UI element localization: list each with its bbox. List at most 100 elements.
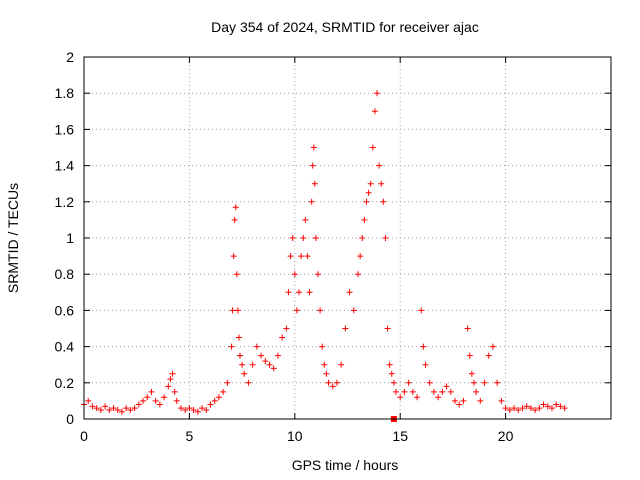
data-point	[167, 376, 174, 383]
data-point	[382, 235, 389, 241]
data-point	[302, 216, 309, 223]
data-point	[515, 406, 522, 413]
data-point	[241, 370, 248, 377]
data-point	[523, 403, 530, 410]
x-tick-label: 10	[287, 428, 303, 444]
data-point	[414, 394, 421, 401]
data-point	[430, 388, 437, 395]
data-point	[374, 90, 381, 97]
x-axis-label: GPS time / hours	[292, 457, 399, 473]
data-point	[426, 379, 433, 386]
data-point	[270, 365, 277, 372]
data-point	[258, 352, 265, 359]
y-tick-label: 1.6	[55, 121, 75, 137]
data-point	[312, 235, 319, 241]
data-point	[85, 397, 92, 404]
data-point	[314, 271, 321, 278]
y-tick-label: 1.4	[55, 158, 75, 174]
data-point	[464, 325, 471, 332]
data-point	[319, 343, 326, 350]
plot-frame	[83, 56, 612, 420]
data-point	[165, 383, 172, 390]
data-point	[106, 406, 113, 413]
data-point	[392, 388, 399, 395]
data-point	[498, 397, 505, 404]
data-point	[211, 397, 218, 404]
data-point	[468, 370, 475, 377]
data-point	[173, 397, 180, 404]
data-point	[140, 397, 147, 404]
data-point	[548, 405, 555, 412]
data-point	[207, 401, 214, 408]
data-point	[203, 406, 210, 413]
data-point	[231, 216, 238, 223]
data-point	[89, 403, 96, 410]
y-tick-label: 0	[66, 411, 74, 427]
y-axis-label: SRMTID / TECUs	[5, 183, 21, 293]
data-point	[386, 361, 393, 368]
data-point	[131, 405, 138, 412]
data-point	[405, 379, 412, 386]
data-point	[527, 405, 534, 412]
data-point	[253, 343, 260, 350]
data-point	[236, 352, 243, 359]
x-tick-label: 15	[392, 428, 408, 444]
data-point	[118, 408, 125, 415]
data-point	[397, 394, 404, 401]
data-point	[249, 361, 256, 368]
data-point	[355, 271, 362, 278]
data-point	[363, 198, 370, 205]
data-point	[228, 343, 235, 350]
data-point	[298, 253, 305, 260]
data-point	[262, 358, 269, 365]
data-point	[144, 394, 151, 401]
data-point	[239, 361, 246, 368]
data-point	[557, 403, 564, 410]
grid-lines	[84, 57, 611, 419]
data-point	[460, 397, 467, 404]
data-point	[234, 307, 241, 314]
data-point	[289, 235, 296, 241]
data-point	[229, 307, 236, 314]
data-point	[481, 379, 488, 386]
data-point	[285, 289, 292, 296]
data-point	[418, 307, 425, 314]
data-point	[401, 388, 408, 395]
data-point	[127, 406, 134, 413]
y-tick-label: 1.8	[55, 85, 75, 101]
data-point	[309, 162, 316, 169]
axis-ticks: 0 5 10 15 20 0 0.2 0.4 0.6 0.8 1 1.2 1.4 1.6 1.8 2	[55, 49, 611, 444]
y-tick-label: 1	[66, 230, 74, 246]
y-tick-label: 0.4	[55, 339, 75, 355]
data-point	[152, 397, 159, 404]
data-point	[376, 162, 383, 169]
data-point	[296, 289, 303, 296]
data-point	[186, 405, 193, 412]
x-tick-label: 20	[498, 428, 514, 444]
data-point	[502, 405, 509, 412]
data-point	[553, 401, 560, 408]
data-point	[329, 383, 336, 390]
data-point	[420, 343, 427, 350]
data-point	[102, 403, 109, 410]
data-point	[245, 379, 252, 386]
data-point	[148, 388, 155, 395]
data-point	[390, 379, 397, 386]
data-point	[97, 406, 104, 413]
data-point	[306, 289, 313, 296]
data-point	[279, 334, 286, 341]
data-point	[477, 397, 484, 404]
data-point	[489, 343, 496, 350]
data-point	[494, 379, 501, 386]
data-point	[357, 253, 364, 260]
y-tick-label: 0.8	[55, 266, 75, 282]
data-point	[378, 180, 385, 187]
data-point	[422, 361, 429, 368]
data-point	[439, 388, 446, 395]
data-point	[443, 383, 450, 390]
data-point	[293, 307, 300, 314]
data-point	[361, 216, 368, 223]
data-point	[224, 379, 231, 386]
data-point	[274, 352, 281, 359]
